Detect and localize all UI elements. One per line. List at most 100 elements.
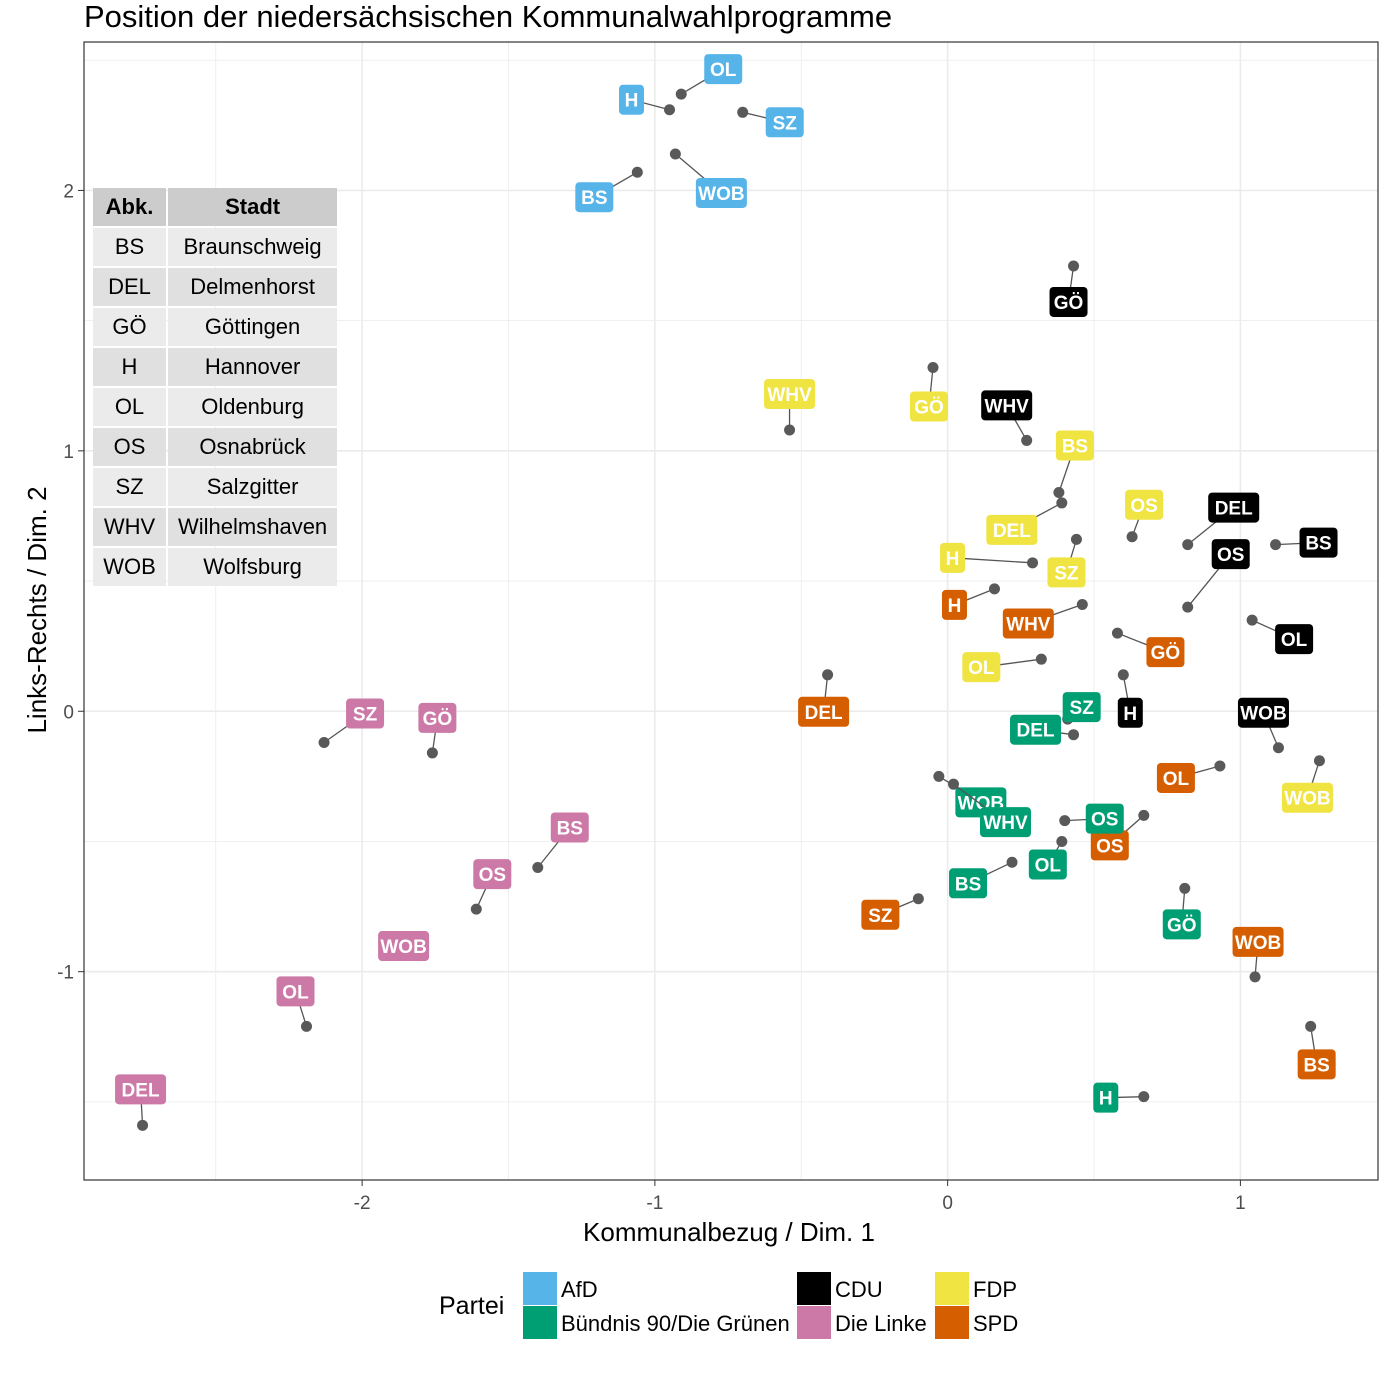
data-point: [912, 893, 924, 905]
data-point: [1182, 539, 1194, 551]
table-row: H Hannover: [93, 348, 338, 386]
point-label: SZ: [1070, 698, 1095, 719]
point-label: SZ: [1054, 563, 1079, 584]
point-label: OS: [1091, 810, 1118, 831]
chart-title: Position der niedersächsischen Kommunalw…: [84, 0, 892, 34]
point-label: DEL: [1017, 721, 1055, 742]
x-tick-label: -2: [354, 1193, 371, 1214]
point-label: WHV: [767, 385, 812, 406]
point-label-box: [798, 696, 850, 727]
point-label-box: [619, 84, 645, 115]
point-label: OS: [1096, 836, 1123, 857]
table-cell-abbreviation: DEL: [93, 268, 166, 306]
point-label-box: [979, 807, 1031, 838]
point-label-box: [276, 976, 315, 1007]
legend-entry-label: SPD: [973, 1311, 1018, 1336]
data-point: [1068, 260, 1080, 272]
legend-entry-label: Die Linke: [835, 1311, 927, 1336]
legend-swatch: [935, 1306, 969, 1339]
legend-title: Partei: [439, 1292, 504, 1320]
point-label-box: [962, 652, 1001, 683]
y-tick-label: 1: [63, 442, 74, 463]
data-point: [1270, 539, 1282, 551]
point-label-box: [940, 542, 966, 573]
point-label: DEL: [805, 703, 843, 724]
x-tick-label: 1: [1235, 1193, 1246, 1214]
point-label: SZ: [773, 113, 798, 134]
legend-swatch: [523, 1306, 557, 1339]
point-label-box: [1211, 539, 1250, 570]
data-point: [947, 778, 959, 790]
data-point: [988, 583, 1000, 595]
point-label-box: [1055, 430, 1094, 461]
point-label-box: [1162, 909, 1201, 940]
data-point: [933, 770, 945, 782]
data-point: [1126, 531, 1138, 543]
point-label-box: [346, 698, 385, 729]
point-label: H: [946, 549, 960, 570]
point-label: BS: [581, 188, 607, 209]
point-label: BS: [1062, 437, 1088, 458]
table-cell-city: Braunschweig: [168, 228, 338, 266]
point-label: DEL: [1215, 499, 1253, 520]
legend-entry-label: CDU: [835, 1277, 883, 1302]
table-header-abbreviation: Abk.: [93, 188, 166, 226]
table-cell-abbreviation: WHV: [93, 508, 166, 546]
point-label: OS: [479, 865, 506, 886]
point-label: SZ: [868, 906, 893, 927]
point-label: WHV: [983, 813, 1028, 834]
point-label-box: [1062, 692, 1101, 723]
point-label: GÖ: [1054, 293, 1084, 314]
data-point: [664, 104, 676, 116]
point-label: H: [1123, 704, 1137, 725]
point-label-box: [550, 812, 589, 843]
point-label: H: [1099, 1089, 1113, 1110]
point-label: WHV: [985, 396, 1030, 417]
point-label: GÖ: [914, 398, 944, 419]
point-label-box: [1299, 527, 1338, 558]
point-label: BS: [557, 819, 583, 840]
city-abbreviation-table: Abk. Stadt BS Braunschweig DEL Delmenhorst G…: [91, 186, 339, 588]
data-point: [1021, 434, 1033, 446]
point-label-box: [949, 868, 988, 899]
table-row: GÖ Göttingen: [93, 308, 338, 346]
data-point: [1076, 598, 1088, 610]
y-tick-label: 0: [63, 702, 74, 723]
point-label: H: [948, 596, 962, 617]
point-label-box: [695, 177, 747, 208]
point-label: OS: [1130, 496, 1157, 517]
y-tick-label: -1: [57, 963, 74, 984]
point-label-box: [473, 859, 512, 890]
data-point: [631, 166, 643, 178]
x-axis-title: Kommunalbezug / Dim. 1: [583, 1217, 875, 1247]
table-cell-city: Göttingen: [168, 308, 338, 346]
table-cell-abbreviation: WOB: [93, 548, 166, 586]
point-label-box: [1049, 286, 1088, 317]
table-cell-abbreviation: SZ: [93, 468, 166, 506]
point-label-box: [378, 931, 430, 962]
table-row: BS Braunschweig: [93, 228, 338, 266]
data-point: [1214, 760, 1226, 772]
point-label-box: [1093, 1082, 1119, 1113]
point-label: WOB: [380, 937, 426, 958]
point-label-box: [986, 514, 1038, 545]
table-cell-city: Osnabrück: [168, 428, 338, 466]
point-label-box: [1208, 492, 1260, 523]
point-label: WOB: [698, 184, 744, 205]
data-point: [1182, 601, 1194, 613]
point-label-box: [1028, 849, 1067, 880]
data-point: [1138, 809, 1150, 821]
data-point: [1068, 729, 1080, 741]
point-label-box: [418, 702, 457, 733]
point-label-box: [1281, 782, 1333, 813]
legend: Partei AfD Bündnis 90/Die Grünen CDU Die Li…: [439, 1272, 1018, 1339]
point-label-box: [1146, 637, 1185, 668]
plot-border: [83, 41, 1379, 1181]
table-cell-abbreviation: BS: [93, 228, 166, 266]
point-label-box: [1117, 697, 1143, 728]
series-cdu: GÖ WHV DEL BS OS OL H WOB: [981, 260, 1338, 754]
table-header-city: Stadt: [168, 188, 338, 226]
series-afd: OL H SZ WOB BS: [575, 54, 804, 213]
point-label-box: [861, 899, 900, 930]
series-fdp: WHV GÖ BS DEL OS SZ H OL WOB: [764, 362, 1333, 813]
